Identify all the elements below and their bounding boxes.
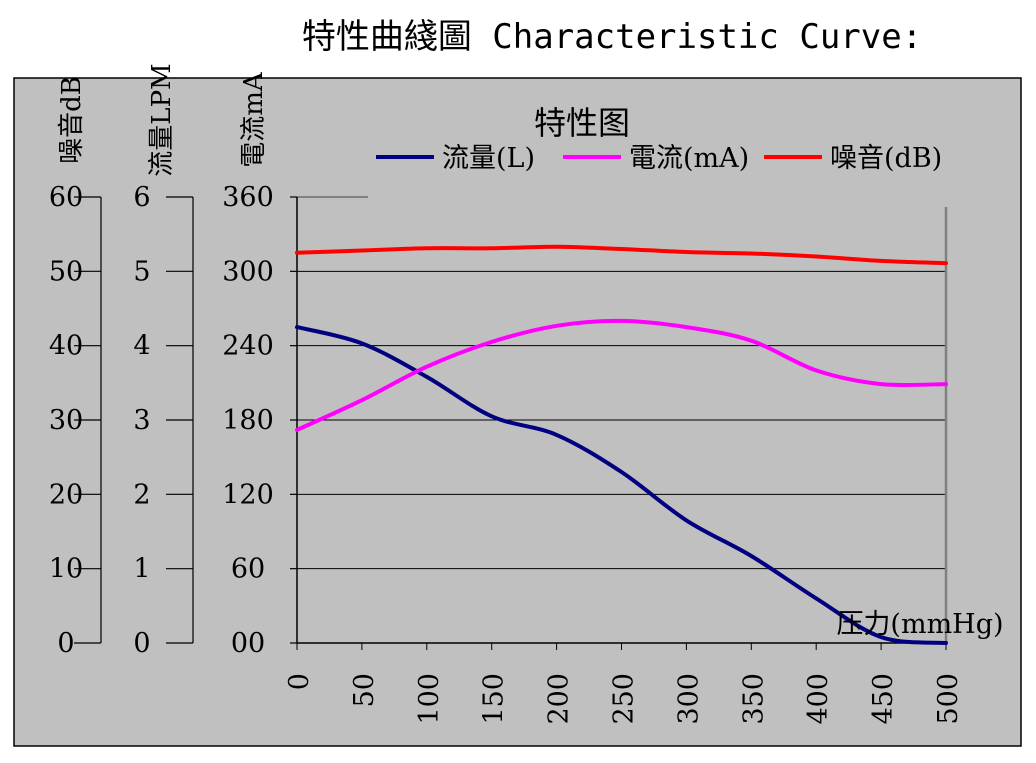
y-tick-label-noise: 40 (49, 331, 83, 362)
y-tick-label-current: 180 (222, 405, 274, 436)
legend-label: 流量(L) (442, 143, 535, 174)
x-axis-label: 压力(mmHg) (836, 609, 1003, 640)
series-line-current (295, 318, 948, 432)
y-tick-label-current: 60 (231, 554, 265, 585)
page-title: 特性曲綫圖 Characteristic Curve: (302, 17, 922, 57)
series-lines (295, 244, 948, 645)
x-tick-label: 50 (349, 673, 380, 707)
y-tick-label-flow: 6 (133, 182, 150, 213)
x-tick-label: 450 (868, 673, 899, 725)
y-tick-label-flow: 3 (133, 405, 150, 436)
y-tick-label-flow: 1 (133, 554, 150, 585)
y-tick-label-noise: 0 (57, 628, 74, 659)
y-axis-title-flow: 流量LPM (147, 63, 177, 176)
y-axis-title-noise: 噪音dB (57, 76, 87, 164)
y-tick-label-current: 00 (231, 628, 265, 659)
series-line-flow (295, 325, 948, 645)
x-tick-label: 300 (673, 673, 704, 725)
legend-label: 電流(mA) (629, 143, 749, 174)
y-tick-label-flow: 5 (133, 256, 150, 287)
y-tick-label-current: 240 (222, 331, 274, 362)
y-tick-label-noise: 50 (49, 256, 83, 287)
y-axis-title-current: 電流mA (239, 71, 269, 168)
x-tick-label: 0 (284, 673, 315, 690)
y-tick-label-current: 360 (222, 182, 274, 213)
y-tick-label-noise: 10 (49, 554, 83, 585)
legend-item: 噪音(dB) (764, 143, 942, 174)
x-tick-label: 200 (544, 673, 575, 725)
y-tick-label-noise: 30 (49, 405, 83, 436)
series-line-noise (295, 244, 948, 266)
legend-item: 電流(mA) (563, 143, 749, 174)
y-tick-label-current: 120 (222, 479, 274, 510)
y-tick-label-noise: 20 (49, 479, 83, 510)
legend-item: 流量(L) (376, 143, 535, 174)
x-tick-label: 350 (738, 673, 769, 725)
y-tick-label-flow: 2 (133, 479, 150, 510)
y-tick-label-flow: 0 (133, 628, 150, 659)
chart-title: 特性图 (534, 104, 630, 142)
x-tick-label: 150 (479, 673, 510, 725)
legend-label: 噪音(dB) (830, 143, 942, 174)
legend: 流量(L) 電流(mA) 噪音(dB) (376, 143, 942, 174)
chart-area (13, 77, 1022, 747)
y-tick-label-current: 300 (222, 256, 274, 287)
gridlines (297, 196, 946, 570)
y-tick-label-flow: 4 (133, 331, 150, 362)
y-tick-label-noise: 60 (49, 182, 83, 213)
x-tick-label: 400 (803, 673, 834, 725)
x-tick-label: 100 (414, 673, 445, 725)
x-tick-label: 500 (933, 673, 964, 725)
axes: 0 50 100 150 200 250 300 350 400 450 5000102030405… (49, 63, 964, 724)
x-tick-label: 250 (609, 673, 640, 725)
